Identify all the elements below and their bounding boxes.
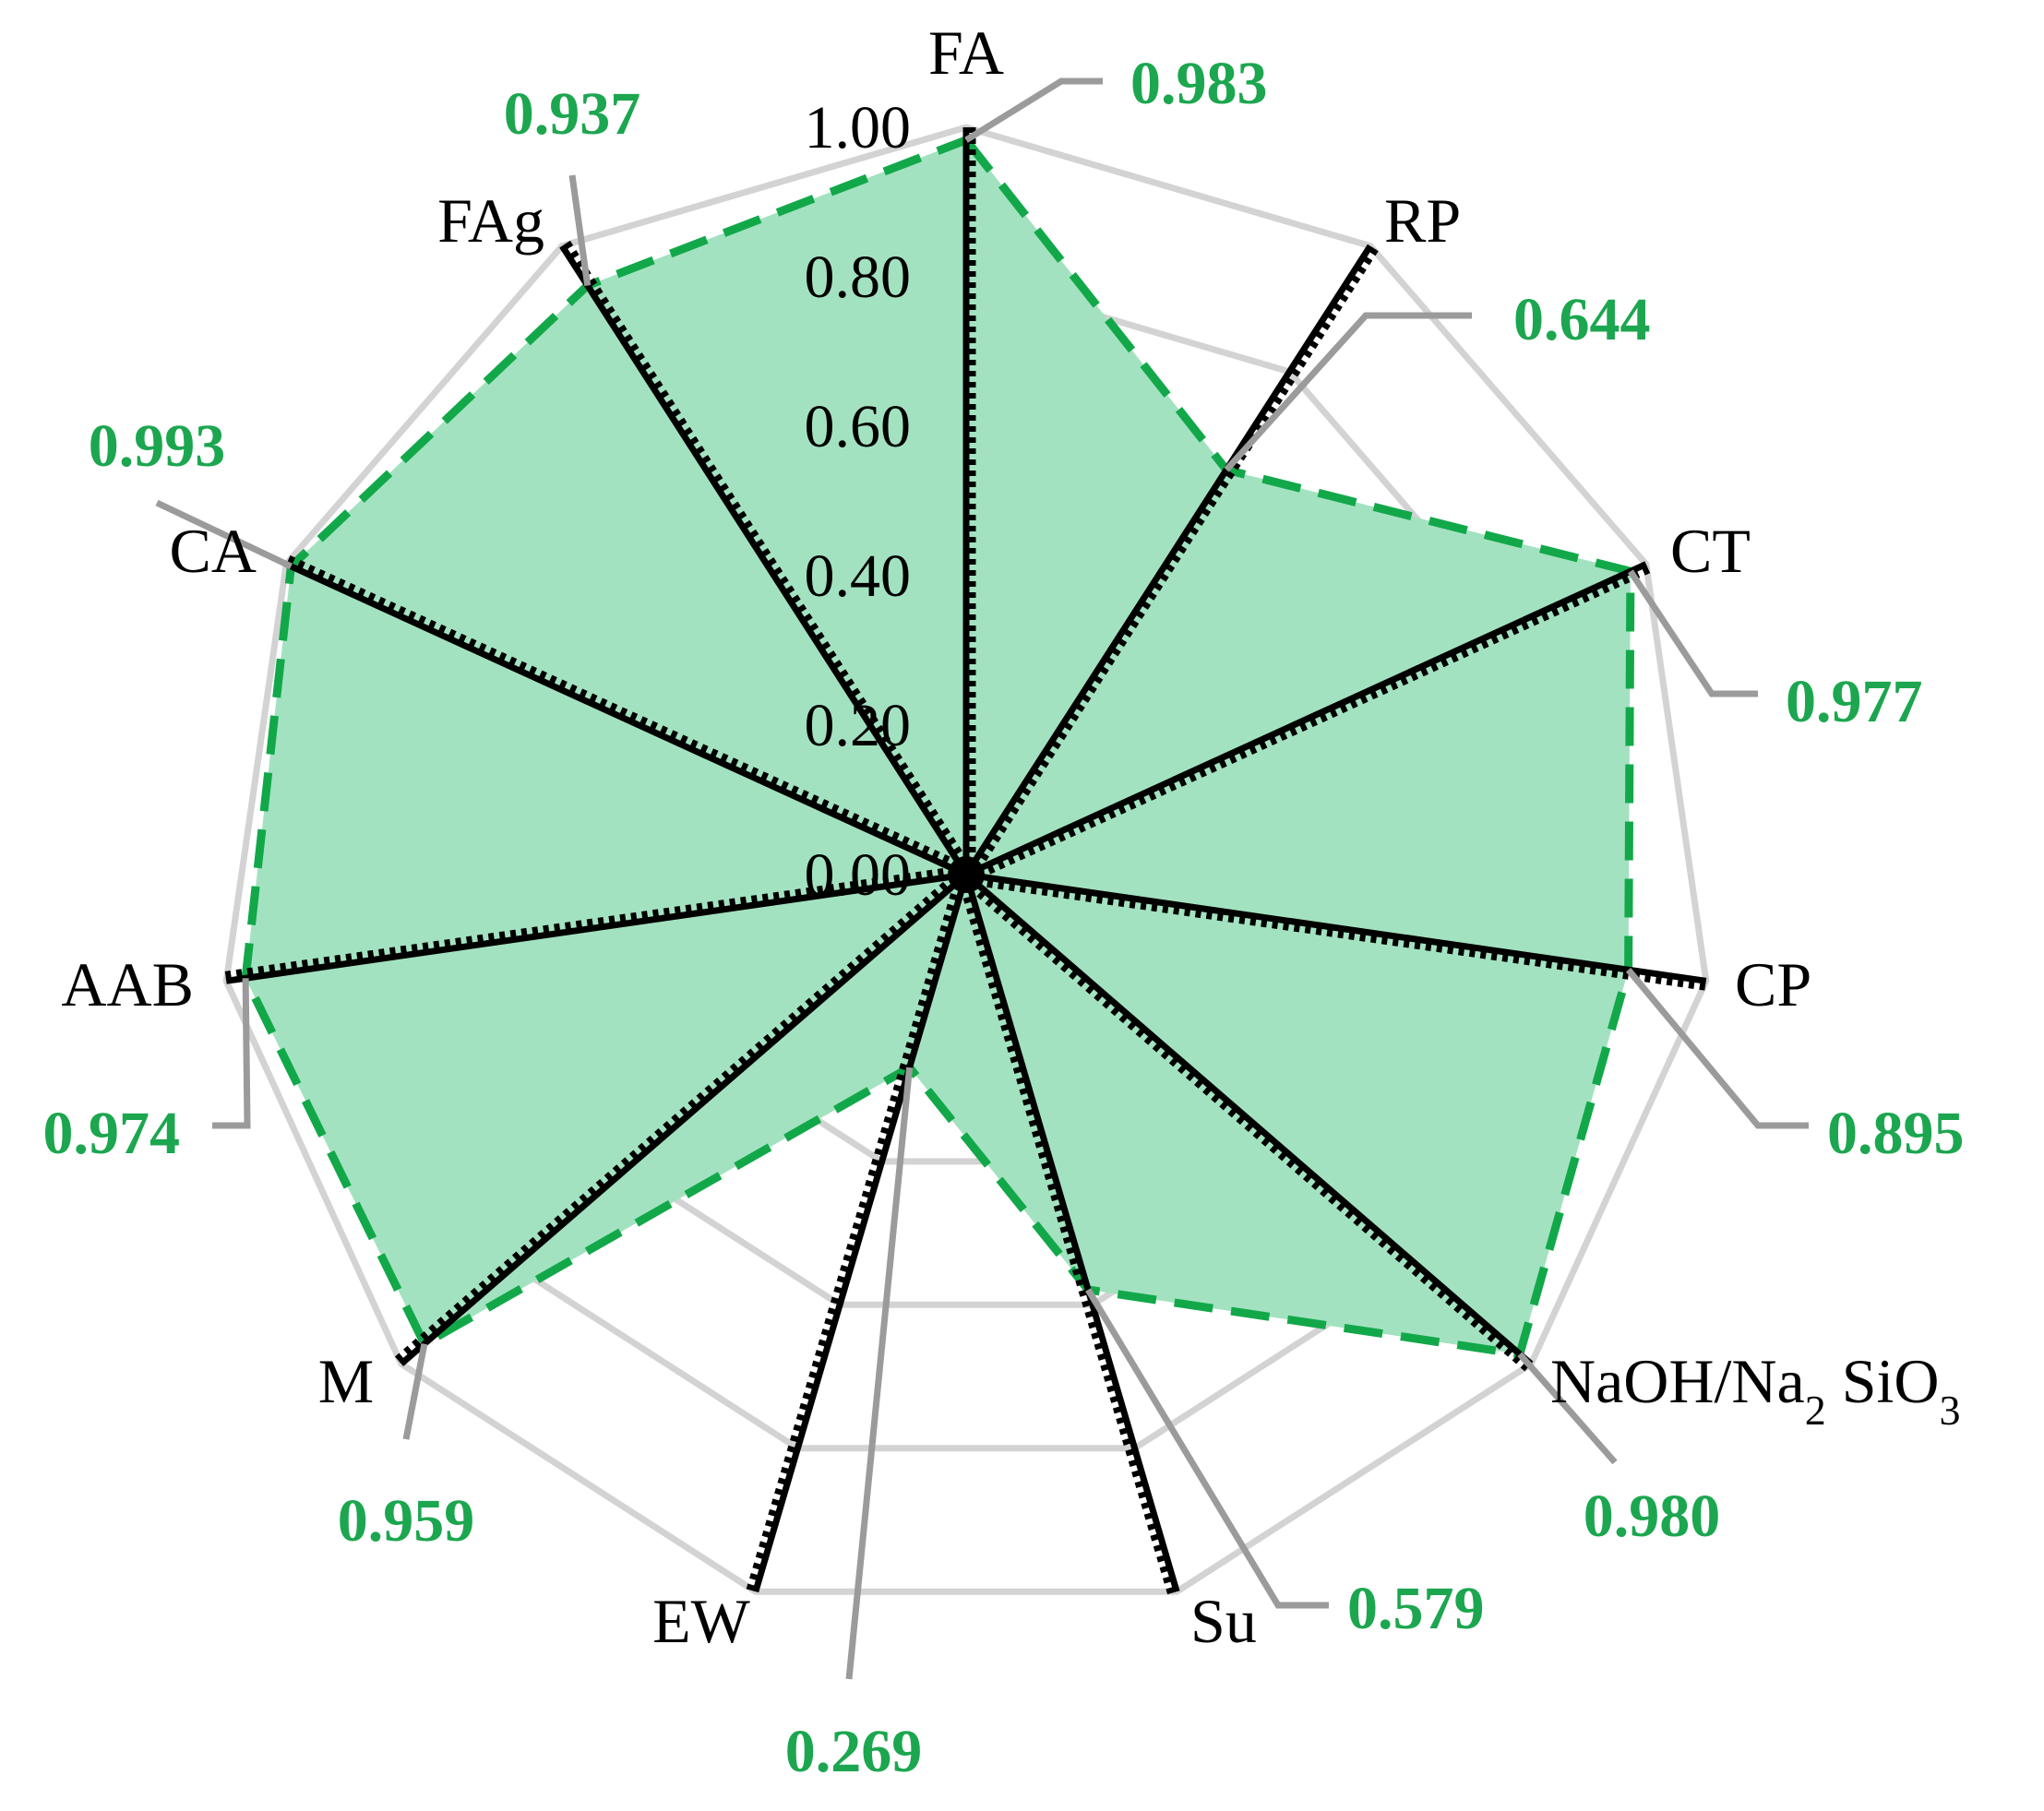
spoke-dots-7 — [394, 867, 966, 1364]
tick-layer: 0.000.200.400.600.801.00 — [805, 94, 912, 909]
spoke-dots-5 — [956, 875, 1176, 1595]
area-layer — [241, 135, 1635, 1359]
tick-label-0.80: 0.80 — [805, 244, 912, 311]
value-label-8: 0.974 — [43, 1100, 181, 1167]
tick-label-0.40: 0.40 — [805, 542, 912, 610]
spoke-dots-6 — [746, 872, 965, 1591]
axis-label-fa: FA — [928, 18, 1004, 88]
spoke-layer — [224, 127, 1707, 1595]
value-label-3: 0.895 — [1827, 1100, 1965, 1167]
spoke-5 — [962, 874, 1180, 1593]
leader-line-7 — [402, 1343, 428, 1440]
spoke-10 — [559, 244, 969, 876]
axis-label-naoh: NaOH/Na2 SiO3 — [1550, 1346, 1961, 1434]
axis-label-su: Su — [1190, 1586, 1257, 1656]
spoke-dots-1 — [967, 246, 1379, 880]
axis-label-ct: CT — [1670, 516, 1751, 586]
spoke-dots-8 — [224, 864, 966, 980]
value-label-7: 0.959 — [338, 1487, 475, 1555]
leader-line-10 — [568, 174, 592, 286]
grid-ring-4 — [222, 124, 1710, 1595]
spoke-7 — [399, 872, 969, 1367]
spoke-6 — [752, 874, 970, 1593]
leader-line-8 — [212, 978, 251, 1129]
spoke-dots-3 — [964, 876, 1706, 991]
spoke-dots-2 — [966, 565, 1651, 884]
center-hub — [948, 856, 985, 893]
data-area — [241, 135, 1635, 1359]
spoke-3 — [965, 871, 1707, 984]
tick-label-1.00: 1.00 — [805, 94, 912, 161]
leader-line-4 — [1517, 1352, 1618, 1465]
spoke-1 — [963, 244, 1373, 876]
tick-label-0.60: 0.60 — [805, 393, 912, 460]
leader-line-6 — [845, 1066, 914, 1680]
axis-label-fag: FAg — [437, 185, 544, 256]
value-label-6: 0.269 — [785, 1718, 923, 1785]
leader-line-2 — [1627, 569, 1758, 697]
leader-line-5 — [1085, 1288, 1329, 1609]
axis-label-ew: EW — [652, 1586, 751, 1656]
value-label-4: 0.980 — [1584, 1483, 1721, 1550]
leader-line-3 — [1625, 967, 1809, 1129]
leader-line-9 — [155, 499, 293, 570]
value-label-2: 0.977 — [1786, 668, 1923, 735]
spoke-4 — [963, 872, 1534, 1367]
leader-layer — [155, 77, 1809, 1680]
value-label-9: 0.993 — [89, 412, 226, 480]
value-label-0: 0.983 — [1130, 50, 1268, 117]
leader-line-0 — [964, 77, 1103, 143]
axis-label-cp: CP — [1735, 949, 1811, 1019]
value-label-5: 0.579 — [1347, 1575, 1485, 1642]
label-layer: 0.983 0.644 0.977 0.895 0.980 0.579 0.269 0.959… — [43, 18, 1965, 1785]
spoke-dots-9 — [286, 555, 971, 874]
spoke-dots-4 — [960, 876, 1531, 1372]
axis-label-rp: RP — [1384, 185, 1461, 256]
axis-label-ca: CA — [170, 516, 257, 586]
axis-label-m: M — [318, 1346, 374, 1416]
spoke-8 — [225, 871, 967, 984]
spoke-2 — [964, 561, 1648, 878]
spoke-9 — [284, 561, 968, 878]
leader-line-1 — [1224, 312, 1472, 472]
spoke-dots-10 — [563, 240, 974, 875]
value-label-1: 0.644 — [1513, 286, 1651, 353]
axis-label-aab: AAB — [61, 949, 194, 1019]
value-label-10: 0.937 — [504, 80, 641, 148]
